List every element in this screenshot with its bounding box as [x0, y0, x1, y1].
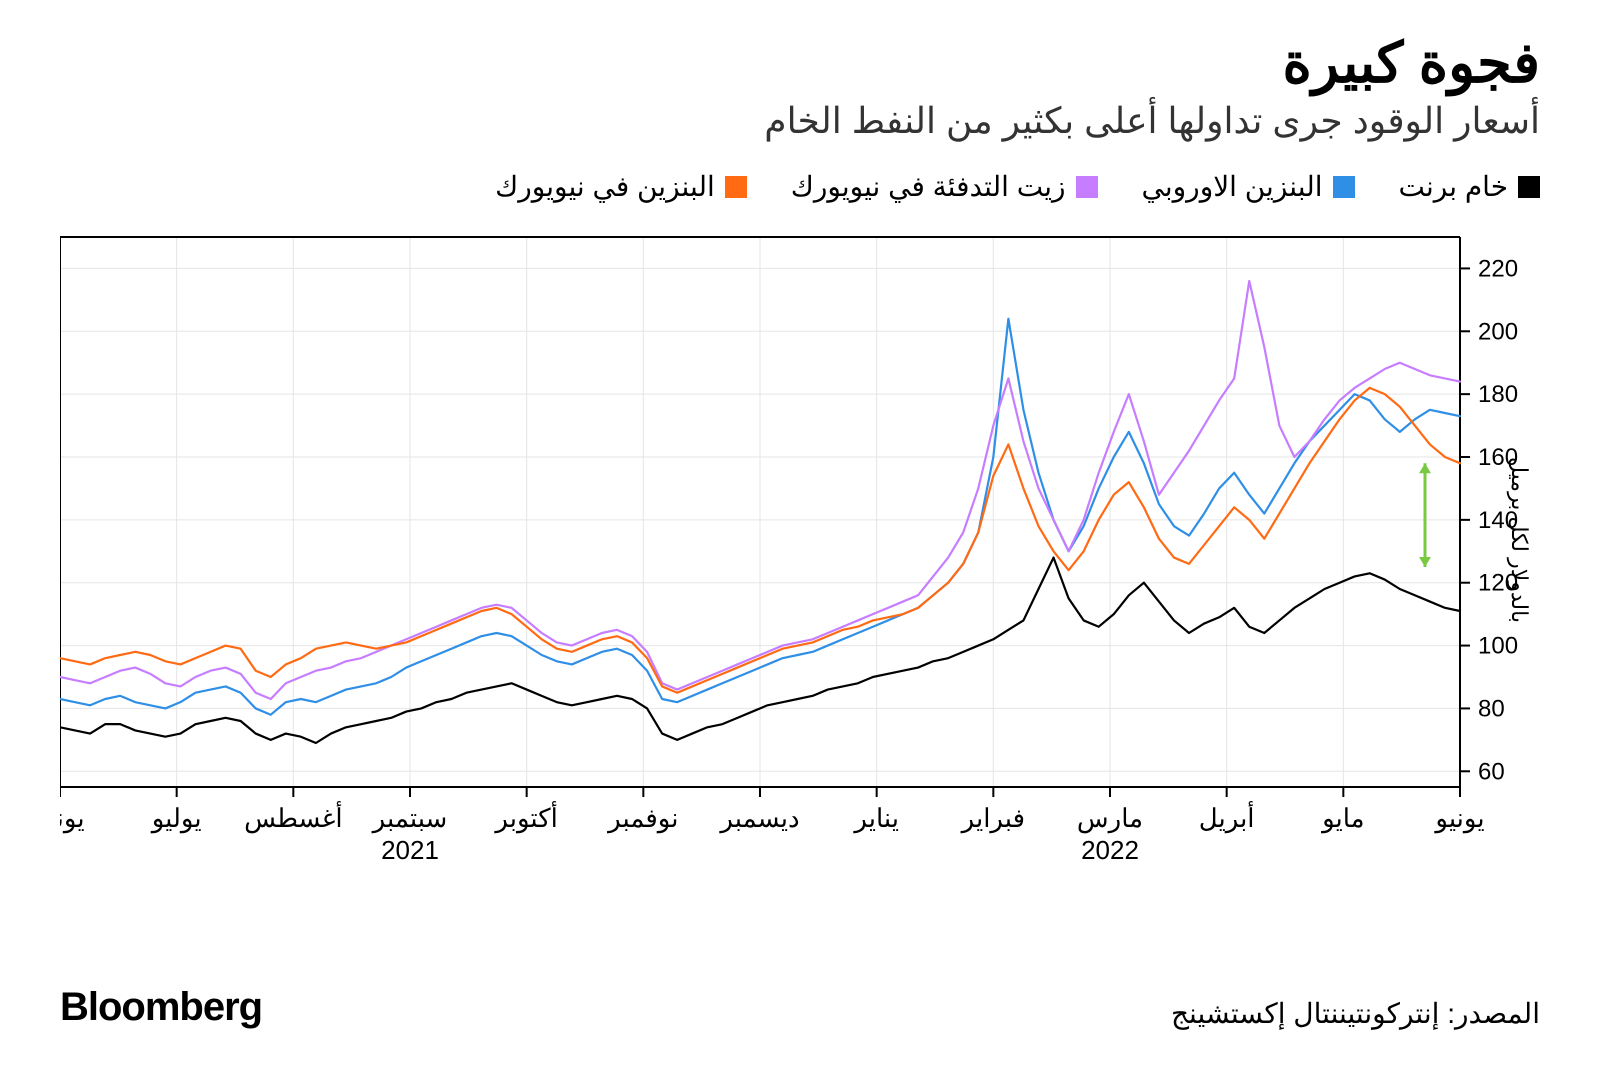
chart-title: فجوة كبيرة: [60, 30, 1540, 96]
legend-swatch: [1518, 176, 1540, 198]
svg-text:80: 80: [1478, 695, 1505, 722]
svg-text:2021: 2021: [381, 835, 439, 865]
legend-item: خام برنت: [1399, 170, 1540, 203]
chart-container: فجوة كبيرة أسعار الوقود جرى تداولها أعلى…: [0, 0, 1600, 1070]
legend-label: البنزين في نيويورك: [495, 170, 715, 203]
svg-text:أغسطس: أغسطس: [244, 800, 343, 834]
chart-subtitle: أسعار الوقود جرى تداولها أعلى بكثير من ا…: [60, 100, 1540, 142]
footer: Bloomberg المصدر: إنتركونتيننتال إكستشين…: [60, 985, 1540, 1030]
svg-text:100: 100: [1478, 633, 1518, 660]
svg-text:مايو: مايو: [1320, 803, 1365, 834]
legend-swatch: [1076, 176, 1098, 198]
svg-text:مارس: مارس: [1077, 803, 1143, 834]
svg-text:فبراير: فبراير: [960, 803, 1025, 834]
source-attribution: المصدر: إنتركونتيننتال إكستشينج: [1171, 997, 1540, 1030]
svg-text:180: 180: [1478, 381, 1518, 408]
line-chart-svg: 6080100120140160180200220يونيويوليوأغسطس…: [60, 227, 1540, 867]
svg-text:2022: 2022: [1081, 835, 1139, 865]
chart-plot-area: 6080100120140160180200220يونيويوليوأغسطس…: [60, 227, 1540, 867]
svg-text:60: 60: [1478, 758, 1505, 785]
header: فجوة كبيرة أسعار الوقود جرى تداولها أعلى…: [60, 30, 1540, 142]
legend-label: خام برنت: [1399, 170, 1508, 203]
legend-label: زيت التدفئة في نيويورك: [791, 170, 1066, 203]
svg-text:200: 200: [1478, 318, 1518, 345]
legend-label: البنزين الاوروبي: [1142, 170, 1323, 203]
brand-logo: Bloomberg: [60, 985, 262, 1030]
legend-swatch: [725, 176, 747, 198]
svg-text:ديسمبر: ديسمبر: [718, 803, 799, 834]
svg-text:220: 220: [1478, 255, 1518, 282]
legend-swatch: [1333, 176, 1355, 198]
svg-text:أبريل: أبريل: [1199, 800, 1255, 834]
legend: خام برنت البنزين الاوروبي زيت التدفئة في ن…: [60, 170, 1540, 203]
legend-item: البنزين الاوروبي: [1142, 170, 1355, 203]
legend-item: البنزين في نيويورك: [495, 170, 747, 203]
svg-text:أكتوبر: أكتوبر: [493, 800, 557, 834]
svg-text:يوليو: يوليو: [150, 803, 202, 834]
svg-text:يونيو: يونيو: [60, 803, 85, 834]
svg-text:يونيو: يونيو: [1433, 803, 1484, 834]
legend-item: زيت التدفئة في نيويورك: [791, 170, 1098, 203]
svg-text:نوفمبر: نوفمبر: [606, 803, 678, 834]
svg-text:سبتمبر: سبتمبر: [371, 803, 448, 834]
svg-text:يناير: يناير: [852, 803, 899, 834]
